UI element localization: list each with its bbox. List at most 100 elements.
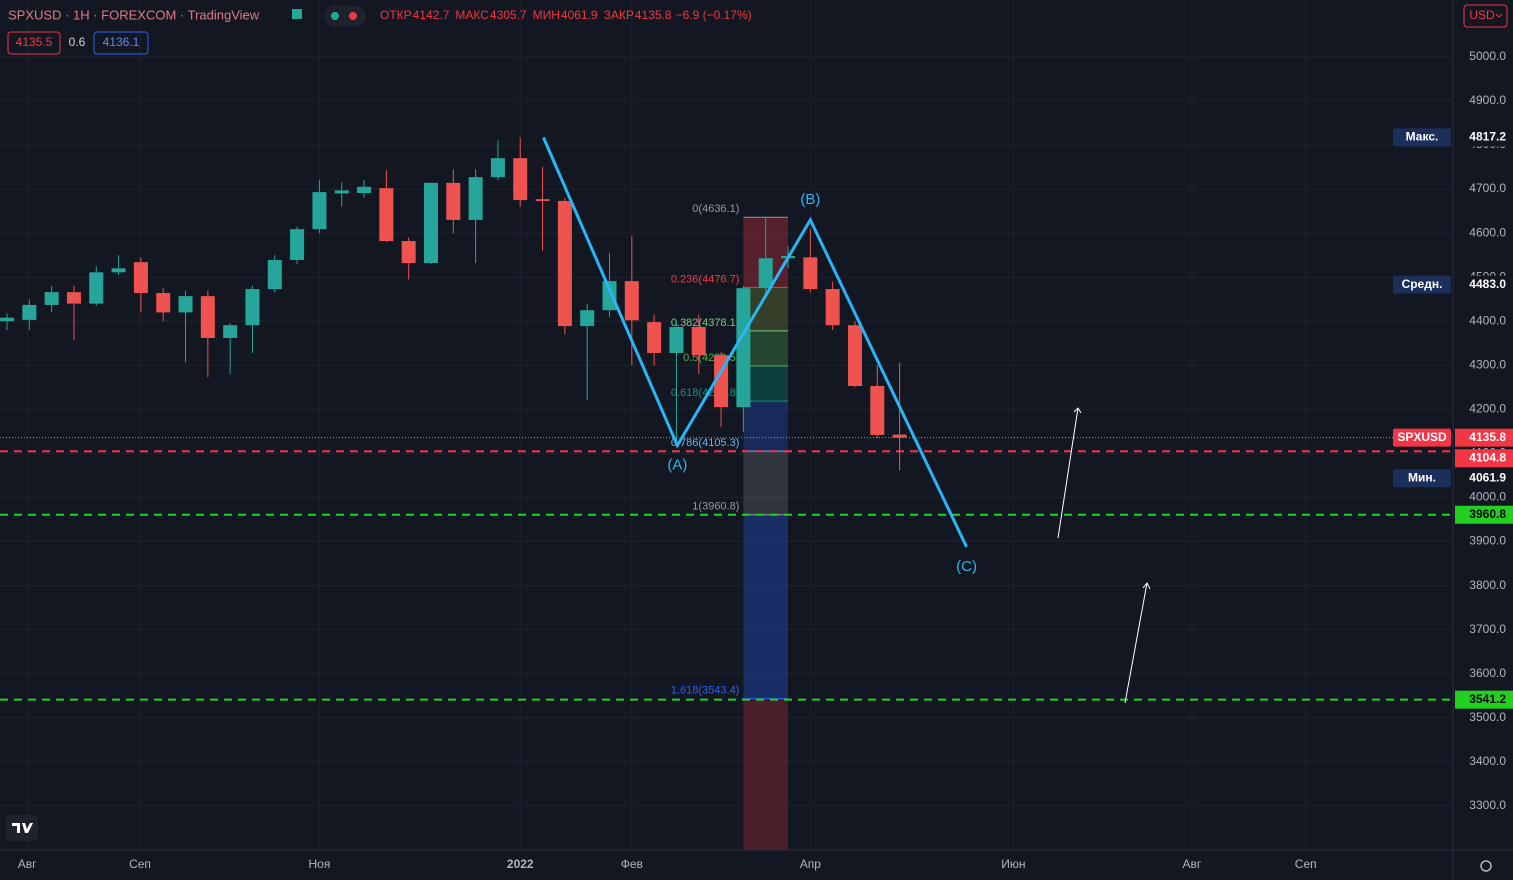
y-tick-label: 3900.0 [1469,534,1506,548]
ohlc-change: −6.9 (−0.17%) [676,8,752,22]
buy-price: 4136.1 [103,35,140,49]
candle-body [602,281,617,311]
candle-body [312,192,327,230]
price-badge-value: 3960.8 [1469,507,1506,521]
fib-label: 0.382(4378.1) [671,317,740,329]
fib-label: 0.786(4105.3) [671,437,740,449]
x-tick-label: Фев [621,857,643,871]
arrow-head [1142,582,1151,590]
logo[interactable] [6,815,38,841]
arrow-head [1073,407,1082,414]
fib-band [743,451,789,515]
candle-body [557,200,572,327]
status-dot [349,12,357,20]
candle-body [200,296,215,338]
candle-body [423,182,438,264]
price-badge-value: 4817.2 [1469,130,1506,144]
x-tick-label: Ноя [308,857,330,871]
candle-body [22,304,37,320]
symbol-title: SPXUSD · 1H · FOREXCOM · TradingView [8,7,260,22]
price-badge-label: Средн. [1402,277,1443,291]
candle-body [892,434,907,438]
price-badge-label-bg [1393,275,1451,294]
y-tick-label: 4400.0 [1469,313,1506,327]
price-badge-value: 4104.8 [1469,450,1506,464]
fib-band [743,514,789,699]
buy-box[interactable] [93,31,149,55]
fib-label: 1(3960.8) [692,501,739,513]
ohlc-label: ОТКР [380,8,412,22]
candle-body [111,268,126,273]
candle-body [825,289,840,326]
ohlc-value: 4135.8 [635,8,672,22]
y-tick-label: 4000.0 [1469,490,1506,504]
price-badge-label: Мин. [1408,470,1436,484]
x-tick-label: Апр [800,857,822,871]
candle-body [401,241,416,264]
sell-price: 4135.5 [16,35,53,49]
fib-band [743,330,789,366]
x-tick-label: 2022 [507,857,534,871]
last-price-value: 4135.8 [1469,430,1506,444]
fib-band [743,365,789,402]
wave-label: (A) [667,456,687,473]
currency-button[interactable] [1463,4,1508,28]
fib-label: 0.236(4476.7) [671,273,740,285]
x-tick-label: Июн [1001,857,1025,871]
y-tick-label: 3800.0 [1469,578,1506,592]
last-price-value-bg [1455,428,1513,447]
candle-body [156,293,171,313]
candle-body [803,257,818,290]
price-badge-label-bg [1393,128,1451,147]
price-badge-value-bg [1455,128,1513,147]
ohlc-value: 4142.7 [413,8,450,22]
fib-band [743,698,789,850]
y-tick-label: 4200.0 [1469,402,1506,416]
ohlc-value: 4061.9 [561,8,598,22]
y-tick-label: 3700.0 [1469,622,1506,636]
price-badge-label-bg [1393,469,1451,488]
x-tick-label: Авг [1183,857,1202,871]
candle-body [669,326,684,353]
status-dot [331,12,339,20]
status-pill[interactable] [324,6,366,26]
y-tick-label: 4700.0 [1469,181,1506,195]
candle-body [736,288,751,408]
candle-body [133,262,148,294]
settings-icon[interactable] [1480,860,1492,872]
candle-body [290,229,305,260]
price-badge-value-bg [1455,505,1513,524]
fib-label: 0(4636.1) [692,203,739,215]
wave-line [542,136,968,548]
candle-body [357,186,372,194]
candle-body [647,322,662,353]
spread: 0.6 [69,35,86,49]
last-price-label-bg [1393,428,1451,447]
candle-body [267,259,282,290]
logo-mark [12,823,33,833]
candle-body [468,177,483,220]
price-badge-value-bg [1455,275,1513,294]
y-tick-label: 5000.0 [1469,49,1506,63]
sell-box[interactable] [7,31,61,55]
y-tick-label: 4300.0 [1469,357,1506,371]
x-tick-label: Сеп [1295,857,1317,871]
candle-body [870,386,885,435]
candle-body [758,258,773,289]
candle-body [89,272,104,304]
y-tick-label: 3600.0 [1469,666,1506,680]
candle-body [0,317,15,322]
y-tick-label: 3400.0 [1469,754,1506,768]
candle-body [66,292,81,304]
price-badge-value-bg [1455,469,1513,488]
x-tick-label: Авг [18,857,37,871]
wave-label: (C) [956,558,977,575]
y-tick-label: 4900.0 [1469,93,1506,107]
last-price-label: SPXUSD [1397,430,1447,444]
currency: USD [1469,8,1495,22]
candle-body [379,188,394,242]
candle-body [691,326,706,356]
ohlc-label: ЗАКР [604,8,634,22]
